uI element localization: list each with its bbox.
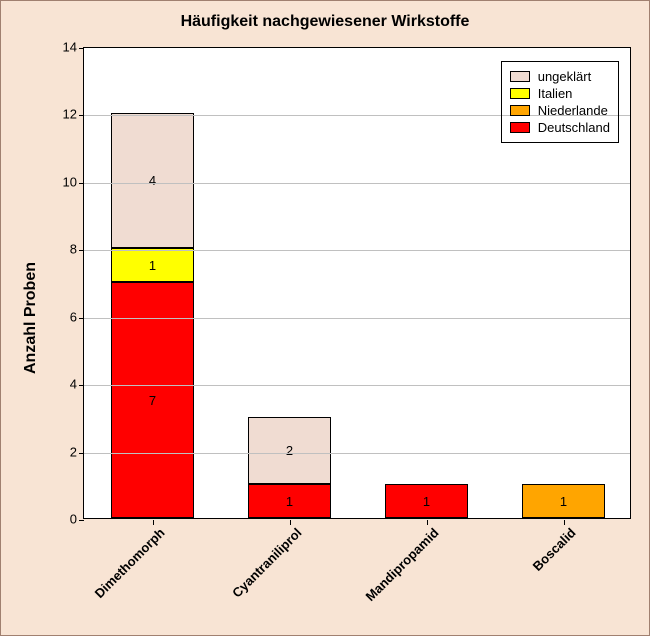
legend-swatch	[510, 105, 530, 116]
y-axis-label: Anzahl Proben	[22, 262, 40, 374]
bar-segment-deutschland: 1	[385, 484, 467, 518]
y-tickmark	[79, 520, 84, 521]
y-tick-label: 10	[47, 174, 77, 189]
bar-dimethomorph: 714	[111, 46, 193, 518]
legend: ungeklärt Italien Niederlande Deutschland	[501, 61, 619, 143]
y-tickmark	[79, 115, 84, 116]
legend-label: ungeklärt	[538, 69, 591, 84]
legend-label: Italien	[538, 86, 573, 101]
legend-swatch	[510, 71, 530, 82]
y-tick-label: 0	[47, 512, 77, 527]
bar-segment-deutschland: 1	[248, 484, 330, 518]
y-tickmark	[79, 318, 84, 319]
y-tick-label: 4	[47, 377, 77, 392]
y-axis-label-container: Anzahl Proben	[21, 1, 41, 635]
y-tickmark	[79, 250, 84, 251]
x-tick-label: Cyantraniliprol	[212, 525, 304, 617]
x-tickmark	[153, 520, 154, 525]
legend-item-niederlande: Niederlande	[510, 103, 610, 118]
y-tickmark	[79, 183, 84, 184]
gridline	[84, 453, 630, 454]
bar-segment-niederlande: 1	[522, 484, 604, 518]
bar-segment-italien: 1	[111, 248, 193, 282]
x-tickmark	[564, 520, 565, 525]
legend-item-deutschland: Deutschland	[510, 120, 610, 135]
chart-title: Häufigkeit nachgewiesener Wirkstoffe	[1, 13, 649, 31]
y-tick-label: 14	[47, 40, 77, 55]
chart-canvas: Häufigkeit nachgewiesener Wirkstoffe Anz…	[0, 0, 650, 636]
legend-label: Deutschland	[538, 120, 610, 135]
bar-segment-ungeklaert: 2	[248, 417, 330, 484]
y-tick-label: 8	[47, 242, 77, 257]
gridline	[84, 318, 630, 319]
y-tickmark	[79, 48, 84, 49]
x-tickmark	[427, 520, 428, 525]
y-tickmark	[79, 453, 84, 454]
gridline	[84, 250, 630, 251]
gridline	[84, 385, 630, 386]
legend-label: Niederlande	[538, 103, 608, 118]
y-tick-label: 2	[47, 444, 77, 459]
y-tickmark	[79, 385, 84, 386]
x-tick-label: Boscalid	[486, 525, 578, 617]
bar-segment-ungeklaert: 4	[111, 113, 193, 248]
legend-item-italien: Italien	[510, 86, 610, 101]
gridline	[84, 183, 630, 184]
y-tick-label: 6	[47, 309, 77, 324]
x-tick-label: Mandipropamid	[349, 525, 441, 617]
bar-cyantraniliprol: 12	[248, 46, 330, 518]
bar-mandipropamid: 1	[385, 46, 467, 518]
legend-swatch	[510, 122, 530, 133]
y-tick-label: 12	[47, 107, 77, 122]
x-tick-label: Dimethomorph	[75, 525, 167, 617]
x-tickmark	[290, 520, 291, 525]
legend-item-ungeklaert: ungeklärt	[510, 69, 610, 84]
legend-swatch	[510, 88, 530, 99]
